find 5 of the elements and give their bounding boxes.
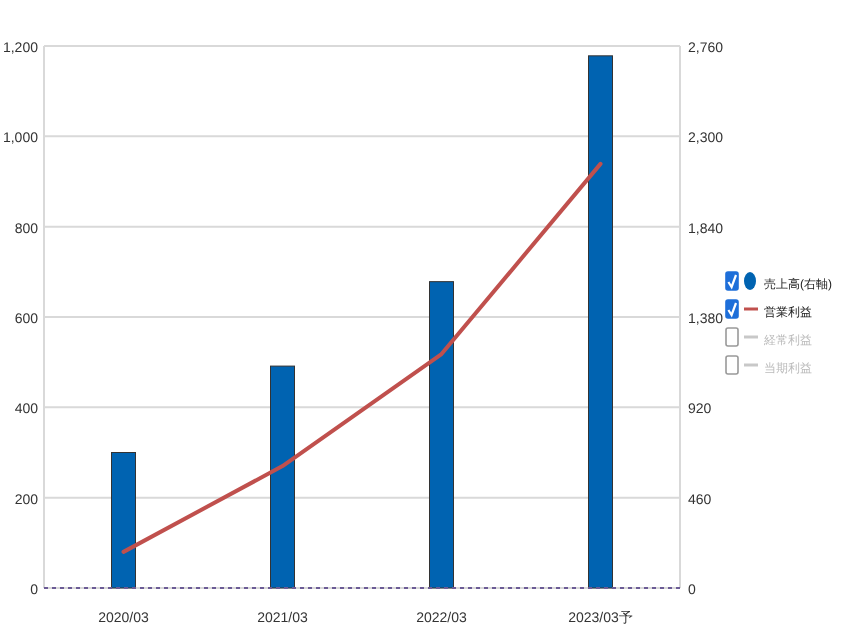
bar (111, 452, 136, 589)
bar (429, 281, 454, 589)
bar (588, 55, 613, 589)
line-series (121, 161, 603, 554)
bar (270, 365, 295, 589)
